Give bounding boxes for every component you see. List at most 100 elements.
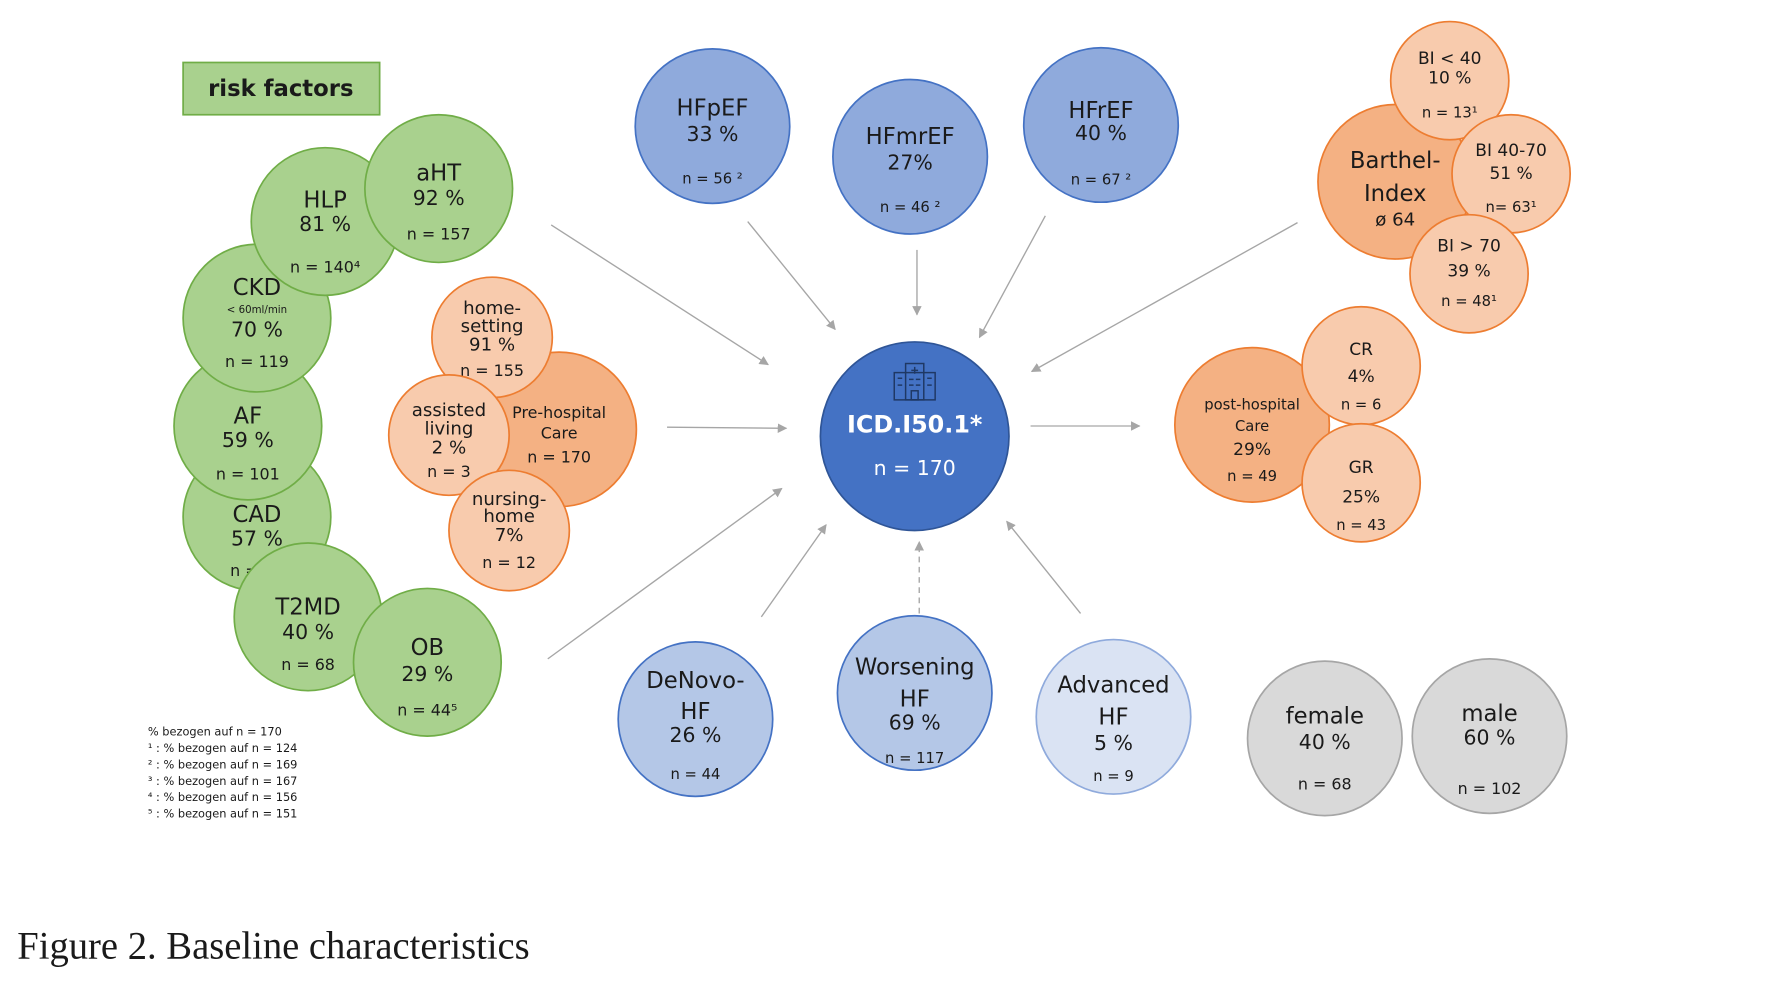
node-label: n = 68 — [281, 655, 335, 674]
node-label: Pre-hospital — [512, 403, 606, 422]
node-label: Barthel- — [1350, 148, 1441, 174]
node-label: Index — [1364, 181, 1427, 207]
node-label: 70 % — [231, 318, 283, 342]
node-label: n = 155 — [460, 361, 524, 380]
node-label: n = 3 — [427, 462, 471, 481]
footnote: ² : % bezogen auf n = 169 — [148, 757, 298, 771]
node-label: Care — [541, 423, 578, 442]
node-label: n = 67 ² — [1071, 172, 1131, 189]
node-label: HFmrEF — [866, 124, 955, 150]
node-label: HFrEF — [1068, 98, 1133, 124]
node-label: CR — [1349, 340, 1373, 360]
footnote: ⁵ : % bezogen auf n = 151 — [148, 807, 298, 821]
node-label: 4% — [1348, 367, 1375, 387]
node-circle — [1301, 422, 1422, 543]
caption: Figure 2. Baseline characteristics — [17, 926, 529, 968]
node-circle — [819, 341, 1010, 532]
node-label: 81 % — [299, 212, 351, 236]
footnote: ⁴ : % bezogen auf n = 156 — [148, 790, 298, 804]
node-label: CKD — [233, 275, 281, 301]
node-label: 40 % — [282, 620, 334, 644]
node-label: 26 % — [669, 723, 721, 747]
node-label: n = 6 — [1341, 397, 1381, 414]
node-label: 7% — [495, 525, 524, 546]
node-label: 29% — [1233, 440, 1271, 460]
node-label: 39 % — [1447, 262, 1490, 282]
node-label: n = 13¹ — [1422, 105, 1478, 122]
node-label: OB — [411, 635, 444, 661]
footnote: % bezogen auf n = 170 — [148, 725, 282, 739]
node-label: n = 43 — [1336, 517, 1386, 534]
node-label: HF — [1098, 704, 1128, 730]
node-label: setting — [461, 316, 524, 337]
node-circle — [634, 47, 791, 205]
node-label: n = 117 — [885, 750, 944, 767]
node-label: Worsening — [855, 654, 975, 680]
node-label: CAD — [232, 502, 281, 528]
node-label: HFpEF — [676, 96, 748, 122]
node-label: 91 % — [469, 334, 515, 355]
node-label: n= 63¹ — [1486, 199, 1537, 216]
node-label: DeNovo- — [646, 668, 744, 694]
node-label: 25% — [1342, 488, 1380, 508]
node-label: 29 % — [401, 662, 453, 686]
node-label: HF — [900, 686, 930, 712]
node-label: 40 % — [1075, 121, 1127, 145]
node-label: n = 46 ² — [880, 199, 940, 216]
node-label: 51 % — [1489, 164, 1532, 184]
footnote: ³ : % bezogen auf n = 167 — [148, 774, 298, 788]
node-label: n = 119 — [225, 352, 289, 371]
node-circle — [1173, 346, 1331, 503]
node-circle — [1411, 658, 1568, 815]
node-circle — [832, 78, 989, 235]
node-label: living — [424, 418, 473, 439]
node-label: aHT — [416, 160, 461, 186]
node-label: n = 140⁴ — [290, 258, 360, 277]
node-label: 92 % — [413, 186, 465, 210]
node-circle — [836, 614, 993, 772]
node-label: nursing- — [472, 489, 547, 510]
node-label: 33 % — [687, 122, 739, 146]
legend-label: risk factors — [208, 76, 353, 102]
node-label: GR — [1349, 458, 1374, 478]
node-label: BI < 40 — [1418, 49, 1481, 69]
node-circle — [1022, 46, 1180, 204]
node-label: 40 % — [1299, 730, 1351, 754]
node-label: n = 9 — [1093, 768, 1133, 785]
node-circle — [1246, 660, 1403, 817]
node-label: n = 12 — [482, 553, 536, 572]
node-circle — [1409, 213, 1529, 334]
node-circle — [352, 587, 503, 737]
node-label: n = 56 ² — [682, 170, 742, 187]
node-label: n = 48¹ — [1441, 293, 1497, 310]
node-label: n = 157 — [407, 225, 471, 244]
node-label: 69 % — [889, 711, 941, 735]
node-label: Care — [1235, 418, 1269, 435]
node-circle — [617, 640, 774, 798]
node-label: ø 64 — [1375, 209, 1415, 230]
node-label: n = 102 — [1458, 779, 1522, 798]
node-circle — [387, 374, 510, 497]
node-label: female — [1286, 703, 1364, 729]
node-label: 59 % — [222, 428, 274, 452]
node-circle — [448, 469, 571, 592]
node-label: 5 % — [1094, 731, 1133, 755]
hospital-icon — [893, 362, 936, 401]
node-label: home — [483, 506, 534, 527]
node-label: 10 % — [1428, 68, 1471, 88]
node-label: 27% — [887, 151, 932, 175]
node-label: n = 68 — [1298, 774, 1352, 793]
node-label: n = 170 — [874, 456, 956, 480]
node-label: 60 % — [1464, 725, 1516, 749]
node-label: 2 % — [432, 438, 467, 459]
node-label: < 60ml/min — [227, 305, 287, 316]
node-label: post-hospital — [1204, 397, 1300, 414]
node-label: home- — [463, 298, 521, 319]
node-label: n = 170 — [527, 447, 591, 466]
node-label: HF — [680, 699, 710, 725]
node-label: BI > 70 — [1437, 237, 1500, 257]
node-label: BI 40-70 — [1475, 141, 1547, 161]
legend-box — [182, 61, 381, 116]
